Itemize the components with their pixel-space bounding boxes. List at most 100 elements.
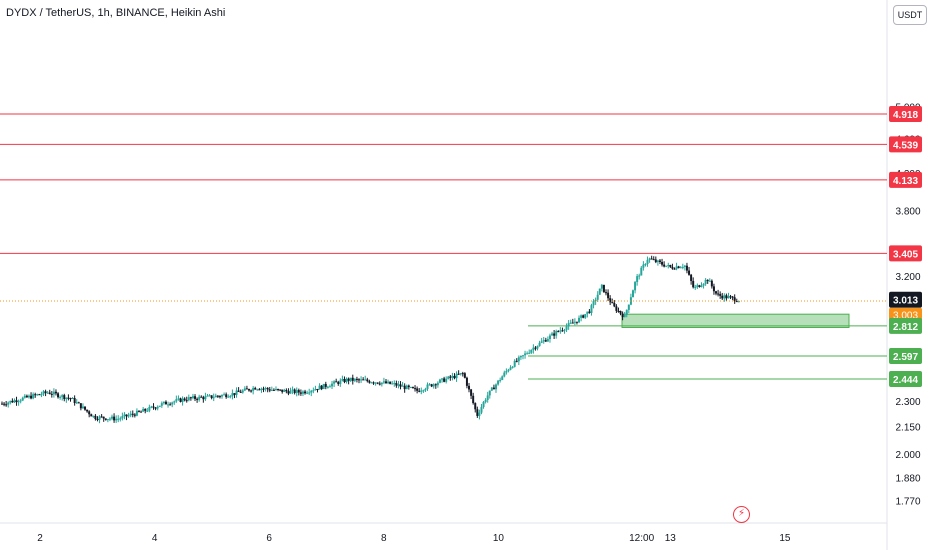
- support-zone[interactable]: [621, 313, 850, 328]
- candle-body: [345, 378, 348, 383]
- candle-body: [113, 416, 116, 421]
- candle-body: [1, 403, 3, 405]
- candle-body: [308, 392, 311, 394]
- candle-body: [708, 280, 711, 282]
- candle-body: [717, 293, 720, 295]
- candle-body: [210, 395, 213, 398]
- candle-body: [237, 390, 240, 392]
- candle-body: [65, 397, 68, 400]
- candle-body: [140, 411, 143, 413]
- candle-body: [214, 395, 217, 398]
- candle-body: [540, 341, 543, 343]
- candle-body: [472, 395, 475, 404]
- price-tick-label: 2.150: [895, 423, 920, 434]
- candle-body: [706, 279, 709, 281]
- candle-body: [218, 396, 221, 398]
- candle-body: [36, 394, 39, 396]
- candle-body: [13, 400, 16, 403]
- candle-body: [194, 396, 197, 399]
- candle-body: [654, 259, 657, 263]
- candle-body: [569, 322, 572, 324]
- time-axis: 2 4 6 8 10 12:00 13 15: [37, 533, 791, 544]
- candle-body: [243, 388, 246, 391]
- candle-body: [221, 395, 224, 397]
- candle-body: [326, 386, 329, 388]
- candle-body: [57, 393, 60, 398]
- candle-body: [584, 314, 587, 318]
- candle-body: [735, 301, 738, 303]
- candle-body: [646, 259, 649, 265]
- candle-body: [538, 342, 541, 347]
- candle-body: [137, 410, 140, 412]
- candle-body: [299, 392, 302, 394]
- candle-body: [621, 313, 624, 318]
- candle-body: [227, 396, 230, 398]
- candle-body: [449, 376, 452, 378]
- price-tick-label: 1.770: [895, 496, 920, 507]
- candle-body: [46, 392, 49, 394]
- candle-body: [335, 381, 338, 383]
- candle-body: [669, 265, 672, 267]
- level-badge-2.597: [889, 348, 922, 365]
- horizontal-levels[interactable]: [0, 113, 887, 380]
- price-tick-label: 2.000: [895, 450, 920, 461]
- chart-title: DYDX / TetherUS, 1h, BINANCE, Heikin Ash…: [6, 7, 226, 19]
- candle-body: [86, 409, 89, 412]
- candle-body: [692, 280, 695, 288]
- candle-body: [675, 266, 678, 270]
- flash-icon[interactable]: ⚡: [733, 506, 750, 523]
- candle-body: [295, 390, 298, 394]
- candle-body: [9, 400, 12, 403]
- candle-body: [189, 397, 192, 399]
- candle-body: [270, 389, 273, 391]
- candle-body: [77, 402, 80, 404]
- candle-body: [667, 265, 670, 267]
- candle-body: [304, 391, 307, 394]
- candle-body: [683, 265, 686, 267]
- candle-body: [588, 311, 591, 313]
- candle-body: [407, 385, 410, 388]
- candle-body: [403, 385, 406, 390]
- candle-body: [90, 414, 93, 417]
- candle-body: [416, 388, 419, 391]
- candle-body: [368, 381, 371, 383]
- candle-body: [148, 406, 151, 411]
- candle-body: [648, 258, 651, 260]
- candle-body: [146, 410, 149, 412]
- candle-body: [501, 376, 504, 380]
- candle-body: [362, 379, 365, 381]
- candle-body: [542, 340, 545, 342]
- candle-body: [617, 310, 620, 312]
- candle-body: [658, 260, 661, 262]
- level-badge-2.812: [889, 317, 922, 334]
- candle-body: [250, 390, 253, 392]
- candle-body: [517, 357, 520, 362]
- candle-body: [231, 393, 234, 397]
- candle-body: [395, 383, 398, 386]
- candle-body: [258, 389, 261, 391]
- candle-body: [567, 323, 570, 327]
- candle-body: [530, 349, 533, 353]
- time-tick-label: 4: [152, 533, 158, 544]
- candle-body: [144, 408, 147, 411]
- price-tick-label: 1.880: [895, 473, 920, 484]
- candle-body: [318, 385, 321, 390]
- candle-body: [169, 404, 172, 406]
- candle-body: [602, 284, 605, 293]
- currency-button[interactable]: USDT: [893, 5, 927, 25]
- candle-body: [198, 396, 201, 400]
- price-tick-label: 2.300: [895, 397, 920, 408]
- candle-body: [235, 390, 238, 395]
- level-badge-4.539: [889, 136, 922, 153]
- candle-body: [411, 387, 414, 389]
- candle-body: [721, 295, 724, 299]
- candle-body: [557, 331, 560, 333]
- candle-body: [526, 353, 529, 355]
- candle-body: [355, 378, 358, 380]
- candle-body: [573, 321, 576, 323]
- candle-body: [507, 369, 510, 371]
- candle-body: [482, 401, 485, 408]
- candle-body: [200, 396, 203, 398]
- candle-body: [420, 390, 423, 392]
